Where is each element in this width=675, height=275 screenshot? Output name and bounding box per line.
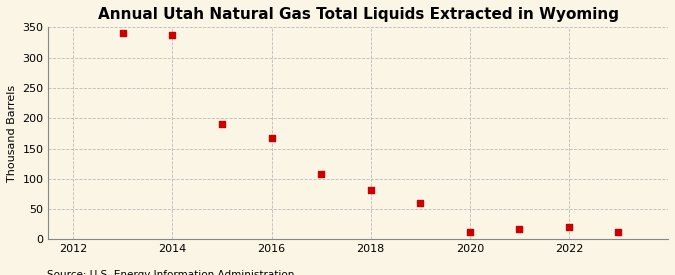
Point	[117, 31, 128, 35]
Point	[167, 33, 178, 37]
Point	[365, 188, 376, 192]
Point	[266, 135, 277, 140]
Point	[316, 172, 327, 176]
Point	[613, 229, 624, 234]
Point	[464, 229, 475, 234]
Point	[564, 225, 574, 230]
Point	[514, 226, 524, 231]
Y-axis label: Thousand Barrels: Thousand Barrels	[7, 85, 17, 182]
Text: Source: U.S. Energy Information Administration: Source: U.S. Energy Information Administ…	[47, 270, 294, 275]
Point	[415, 201, 426, 205]
Point	[217, 122, 227, 127]
Title: Annual Utah Natural Gas Total Liquids Extracted in Wyoming: Annual Utah Natural Gas Total Liquids Ex…	[98, 7, 619, 22]
